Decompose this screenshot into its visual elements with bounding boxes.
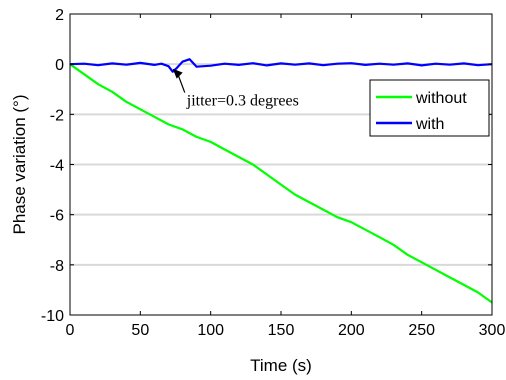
y-tick-label: 2 <box>55 7 64 24</box>
x-tick-label: 250 <box>408 322 435 339</box>
legend: without with <box>370 80 489 136</box>
annotation-arrow-head <box>173 69 183 79</box>
legend-label-without: without <box>415 90 467 107</box>
x-axis-label: Time (s) <box>250 356 312 375</box>
x-tick-label: 300 <box>479 322 506 339</box>
series-line-with <box>70 59 492 71</box>
y-tick-label: -8 <box>50 258 64 275</box>
ticks: 0 50 100 150 200 250 300 2 0 -2 -4 -6 -8 -10 <box>41 7 506 339</box>
annotation-text: jitter=0.3 degrees <box>186 93 299 110</box>
legend-label-with: with <box>415 116 444 133</box>
y-axis-label: Phase variation (°) <box>10 94 29 234</box>
x-tick-label: 100 <box>197 322 224 339</box>
x-tick-label: 200 <box>338 322 365 339</box>
y-tick-label: -2 <box>50 107 64 124</box>
x-tick-label: 50 <box>131 322 149 339</box>
annotation: jitter=0.3 degrees <box>173 69 299 110</box>
y-tick-label: -6 <box>50 208 64 225</box>
y-tick-label: 0 <box>55 57 64 74</box>
y-tick-label: -10 <box>41 308 64 325</box>
x-tick-label: 150 <box>268 322 295 339</box>
y-tick-label: -4 <box>50 158 64 175</box>
x-tick-label: 0 <box>66 322 75 339</box>
